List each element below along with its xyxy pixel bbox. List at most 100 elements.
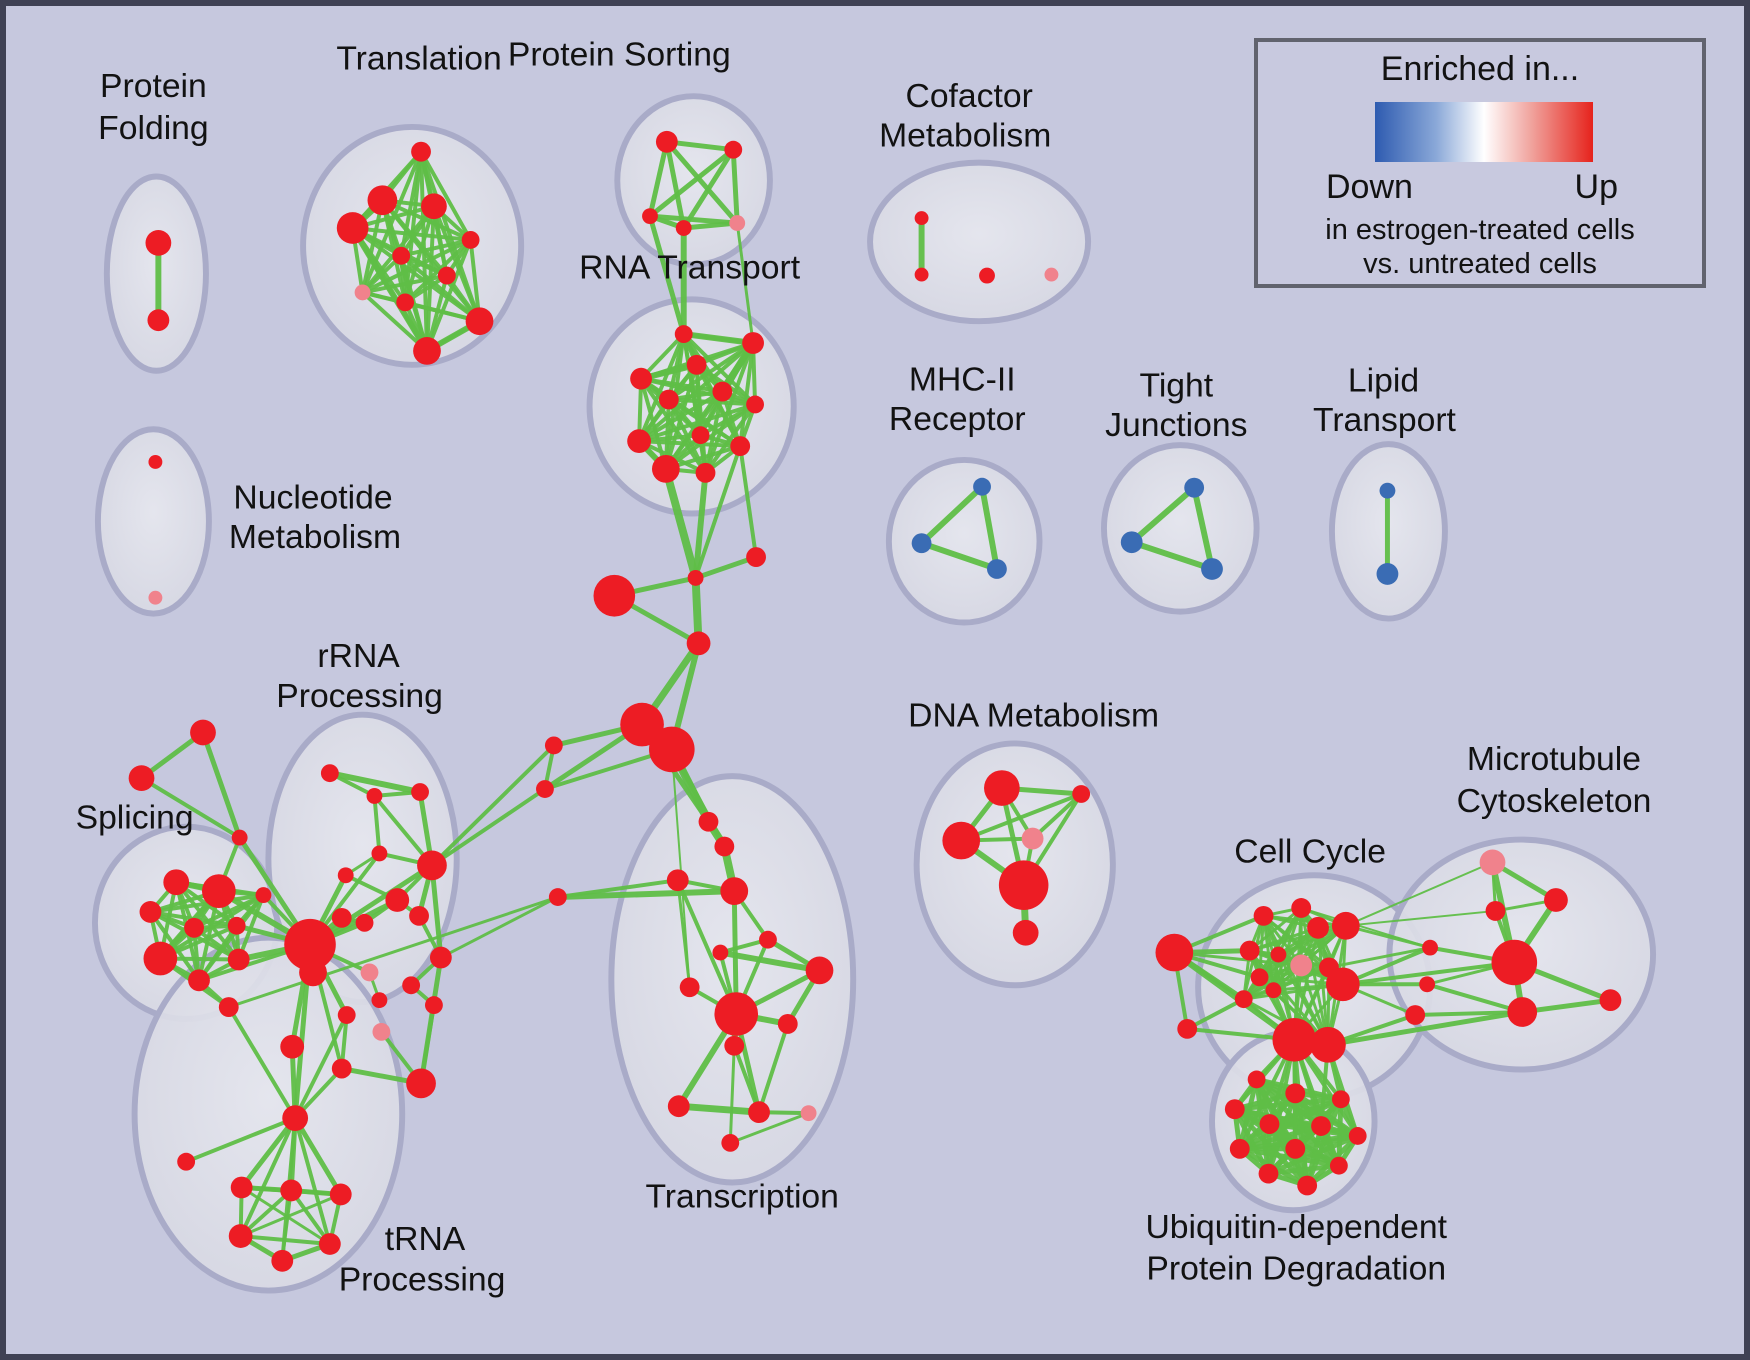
- node-CC5: [1239, 940, 1260, 961]
- cluster-label-trna-processing-line1: tRNA: [385, 1220, 466, 1258]
- edge-CC4-CC5: [1248, 924, 1348, 953]
- edge-HB6-TC9: [670, 748, 691, 989]
- node-CC7: [1290, 954, 1313, 977]
- cluster-label-rna-transport-line1: RNA Transport: [579, 249, 801, 287]
- edge-T7-T8: [360, 273, 449, 295]
- edge-UB10-UB11: [1266, 1163, 1342, 1177]
- node-PS4: [675, 220, 692, 236]
- edge-PS3-RT1: [647, 213, 687, 337]
- node-UB10: [1329, 1156, 1348, 1175]
- edge-RT9-RT10: [637, 439, 743, 449]
- edge-TJ2-TJ3: [1128, 539, 1215, 572]
- edge-RT1-RT7: [681, 332, 758, 407]
- cluster-label-cell-cycle-line1: Cell Cycle: [1234, 832, 1386, 870]
- node-NM1: [148, 455, 163, 469]
- edge-CC8-MT4: [1327, 946, 1432, 969]
- edge-PS4-PS5: [681, 220, 740, 231]
- node-T3: [421, 193, 447, 220]
- node-MT6: [1419, 976, 1436, 993]
- node-RR2: [366, 788, 383, 804]
- node-UB8: [1229, 1138, 1250, 1159]
- node-HB3: [746, 547, 766, 568]
- node-SP9: [255, 887, 272, 904]
- node-RR9: [355, 913, 374, 932]
- node-TC10: [714, 992, 759, 1036]
- node-CC1: [1253, 905, 1274, 926]
- edge-TN2-TN1: [184, 1116, 298, 1164]
- node-SP4: [184, 917, 204, 938]
- node-RT3: [686, 354, 707, 375]
- node-PS1: [655, 130, 678, 153]
- cluster-label-protein-folding-line2: Folding: [98, 109, 209, 147]
- node-RR10: [409, 905, 429, 926]
- edge-CC15-CC11: [1185, 997, 1246, 1031]
- node-SP8: [227, 948, 250, 971]
- cluster-mhc-ii-receptor-ellipse: [885, 456, 1043, 626]
- legend-box: Enriched in... Down Up in estrogen-treat…: [1254, 38, 1706, 288]
- edge-TJ1-TJ3: [1191, 484, 1215, 572]
- node-PS5: [729, 215, 746, 231]
- legend-subtitle-line2: vs. untreated cells: [1363, 248, 1597, 280]
- node-RR19: [406, 1068, 436, 1099]
- node-TN7: [318, 1233, 341, 1255]
- node-HB4: [686, 631, 711, 656]
- edge-RR2-RR6: [372, 793, 434, 868]
- node-RR16: [337, 1006, 356, 1024]
- node-TN3: [230, 1176, 253, 1199]
- edge-DM2-DM4: [1030, 792, 1084, 841]
- legend-title: Enriched in...: [1380, 50, 1580, 88]
- edge-RR2-RR4: [372, 793, 382, 856]
- node-HB8: [536, 780, 554, 798]
- node-TC3: [666, 869, 689, 892]
- node-CC12: [1325, 967, 1360, 1002]
- cluster-label-cofactor-metabolism-line1: Cofactor: [905, 77, 1032, 115]
- edge-TC13-TC14: [675, 1102, 763, 1116]
- cluster-label-microtubule-cytoskeleton-line2: Cytoskeleton: [1457, 782, 1652, 820]
- node-TN2: [177, 1152, 196, 1171]
- node-UB1: [1247, 1070, 1266, 1089]
- node-HB2: [687, 569, 704, 586]
- node-CC14: [1310, 1026, 1346, 1063]
- node-PS3: [642, 208, 658, 225]
- edge-RR14-TC5: [439, 895, 560, 960]
- node-DM6: [1012, 919, 1039, 946]
- node-MT8: [1507, 997, 1538, 1027]
- edge-T5-T6: [399, 237, 473, 258]
- node-RH: [284, 918, 336, 971]
- node-CC11: [1234, 990, 1253, 1009]
- edge-TC11-TC14: [757, 1021, 790, 1115]
- node-CM3: [979, 267, 995, 284]
- edge-T4-T5: [350, 226, 473, 242]
- node-UB7: [1348, 1127, 1367, 1145]
- cluster-nucleotide-metabolism-ellipse: [94, 426, 212, 617]
- node-CC2: [1291, 898, 1312, 918]
- legend-down-label: Down: [1326, 168, 1413, 206]
- node-RT6: [712, 381, 733, 402]
- node-TC11: [777, 1014, 798, 1034]
- node-CM4: [1044, 267, 1059, 282]
- node-SP7: [188, 969, 210, 992]
- edge-SP10-TC5: [227, 895, 560, 1009]
- edge-RR16-TN1: [293, 1013, 349, 1121]
- node-TC4: [720, 877, 749, 905]
- node-RR12: [402, 976, 421, 995]
- edge-MH1-MH2: [918, 483, 986, 547]
- node-SP2: [163, 869, 190, 896]
- node-RT8: [691, 426, 710, 445]
- node-TN6: [228, 1224, 253, 1248]
- node-SP6: [143, 941, 178, 976]
- node-CC0: [1155, 933, 1194, 972]
- edge-TN4-TN7: [289, 1188, 332, 1246]
- cluster-label-lipid-transport-line2: Transport: [1313, 401, 1457, 439]
- edge-RT10-HB2: [693, 444, 743, 580]
- node-TN1: [282, 1105, 309, 1131]
- edge-PS2-PS5: [730, 147, 740, 226]
- edge-PS1-PS3: [647, 139, 670, 219]
- node-MT1: [1479, 849, 1506, 876]
- edge-TN1-TN3: [239, 1115, 298, 1190]
- node-UB2: [1285, 1083, 1306, 1104]
- node-RR20: [280, 1034, 305, 1059]
- node-TC12: [724, 1035, 745, 1056]
- node-TC7: [712, 944, 729, 961]
- node-T6: [392, 246, 411, 265]
